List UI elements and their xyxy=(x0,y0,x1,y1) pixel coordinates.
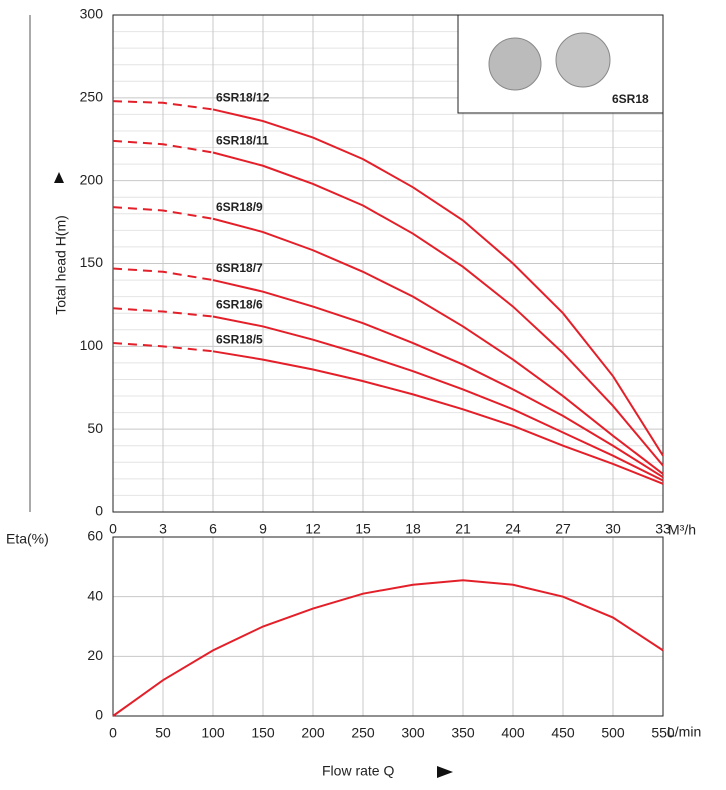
series-line-dashed xyxy=(112,307,214,318)
y-tick-label: 20 xyxy=(87,647,103,663)
series-label: 6SR18/7 xyxy=(216,261,263,275)
x-tick-label: 24 xyxy=(505,521,521,537)
plot-frame xyxy=(112,14,664,513)
series-line xyxy=(212,279,664,479)
arrow xyxy=(437,766,453,778)
series-label: 6SR18/6 xyxy=(216,298,263,312)
inset-label: 6SR18 xyxy=(612,92,649,106)
y-tick-label: 40 xyxy=(87,587,103,603)
x-unit: M³/h xyxy=(668,522,696,538)
x-tick-label: 6 xyxy=(209,521,217,537)
plot-area xyxy=(113,537,663,716)
x-axis-label: Flow rate Q xyxy=(322,763,394,779)
y-tick-label: 250 xyxy=(80,89,104,105)
x-tick-label: 150 xyxy=(251,725,275,741)
series-label: 6SR18/9 xyxy=(216,200,263,214)
pump-image xyxy=(488,37,542,91)
y-tick-label: 100 xyxy=(80,337,104,353)
y-tick-label: 60 xyxy=(87,528,103,544)
x-tick-label: 200 xyxy=(301,725,325,741)
x-tick-label: 30 xyxy=(605,521,621,537)
series-line xyxy=(212,151,664,467)
plot-frame xyxy=(112,536,664,717)
series-line-dashed xyxy=(112,206,214,220)
series-line-dashed xyxy=(112,100,214,111)
x-tick-label: 550 xyxy=(651,725,675,741)
x-tick-label: 3 xyxy=(159,521,167,537)
arrow xyxy=(54,172,64,183)
x-unit: L/min xyxy=(667,724,701,740)
y-tick-label: 0 xyxy=(95,503,103,519)
series-line xyxy=(212,108,664,457)
x-tick-label: 450 xyxy=(551,725,575,741)
x-tick-label: 400 xyxy=(501,725,525,741)
y-tick-label: 150 xyxy=(80,254,104,270)
y-axis-label: Total head H(m) xyxy=(53,215,69,315)
x-tick-label: 33 xyxy=(655,521,671,537)
x-tick-label: 9 xyxy=(259,521,267,537)
series-line xyxy=(212,315,664,482)
x-tick-label: 500 xyxy=(601,725,625,741)
y-axis-label: Eta(%) xyxy=(6,531,49,547)
x-tick-label: 250 xyxy=(351,725,375,741)
series-line-dashed xyxy=(112,342,214,353)
x-tick-label: 18 xyxy=(405,521,421,537)
x-tick-label: 350 xyxy=(451,725,475,741)
series-label: 6SR18/5 xyxy=(216,332,263,346)
x-tick-label: 300 xyxy=(401,725,425,741)
x-tick-label: 21 xyxy=(455,521,471,537)
y-tick-label: 300 xyxy=(80,6,104,22)
x-tick-label: 50 xyxy=(155,725,171,741)
y-tick-label: 200 xyxy=(80,171,104,187)
y-tick-label: 0 xyxy=(95,707,103,723)
x-tick-label: 0 xyxy=(109,521,117,537)
series-line-dashed xyxy=(112,139,214,154)
x-tick-label: 12 xyxy=(305,521,321,537)
series-line xyxy=(112,579,664,717)
series-label: 6SR18/11 xyxy=(216,134,269,148)
series-line-dashed xyxy=(112,267,214,282)
series-label: 6SR18/12 xyxy=(216,91,270,105)
x-tick-label: 0 xyxy=(109,725,117,741)
series-line xyxy=(212,350,664,485)
x-tick-label: 27 xyxy=(555,521,571,537)
x-tick-label: 15 xyxy=(355,521,371,537)
x-tick-label: 100 xyxy=(201,725,225,741)
pump-image xyxy=(555,32,611,88)
y-tick-label: 50 xyxy=(87,420,103,436)
series-line xyxy=(212,217,664,475)
